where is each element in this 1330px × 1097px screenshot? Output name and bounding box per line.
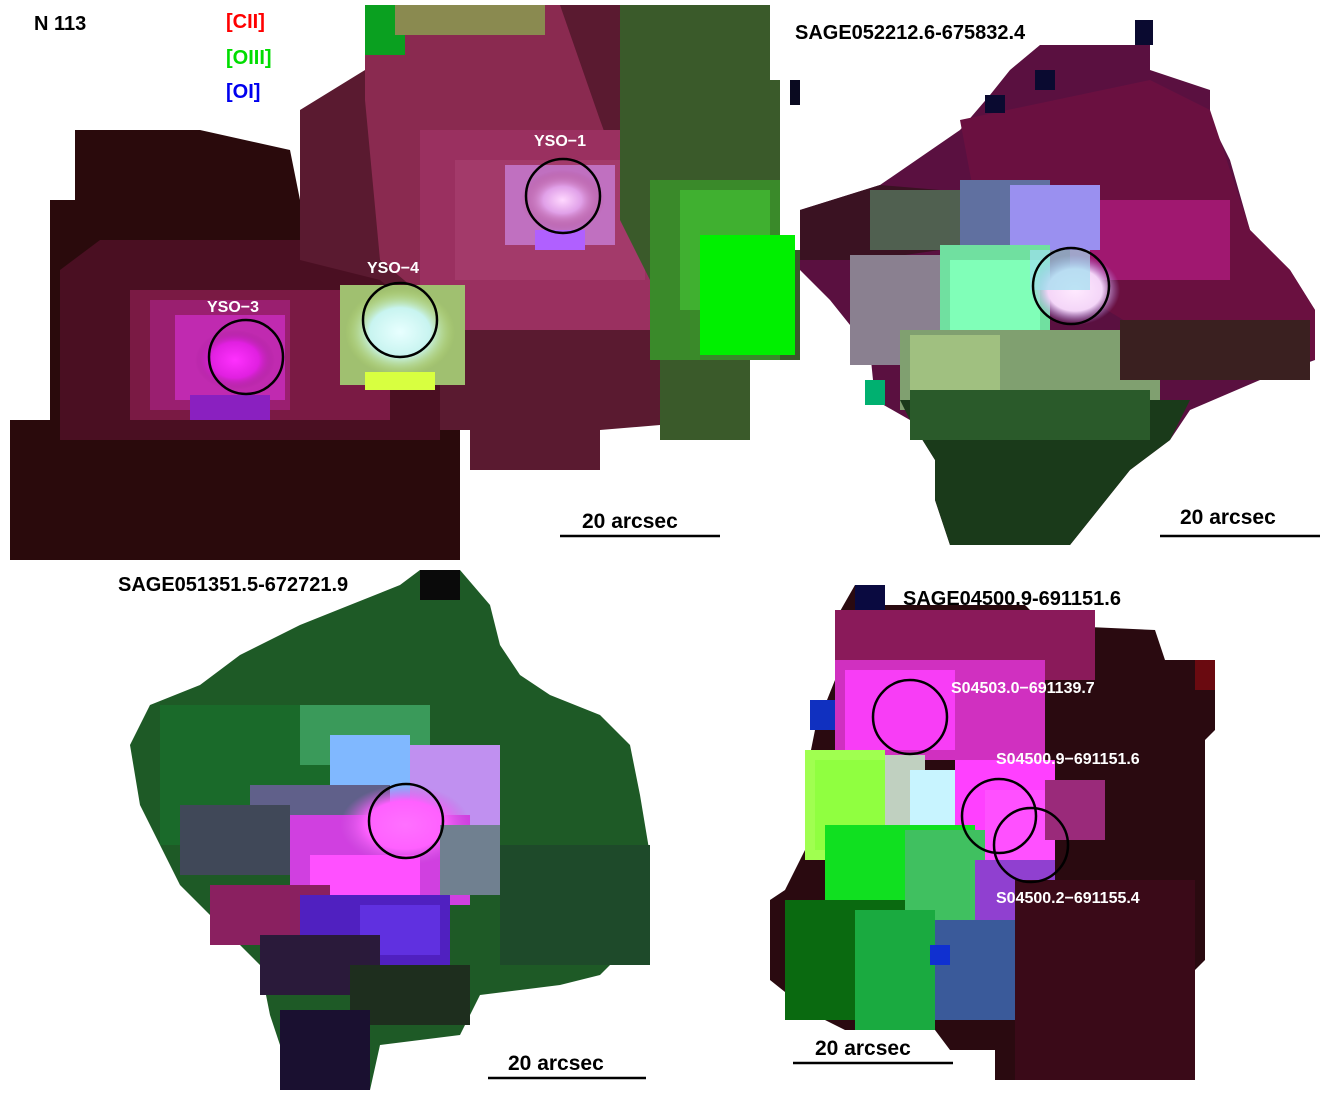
legend-entry: [CII] (226, 11, 265, 33)
aperture-circle (361, 281, 439, 359)
source-label: S04503.0−691139.7 (951, 680, 1095, 697)
panel-label: SAGE04500.9-691151.6 (903, 588, 1121, 610)
scale-bar-label: 20 arcsec (1180, 506, 1276, 529)
source-label: YSO−4 (367, 260, 419, 277)
aperture-circle (871, 678, 949, 756)
panel-label: N 113 (34, 13, 86, 35)
legend-entry: [OIII] (226, 47, 272, 69)
scale-bar-label: 20 arcsec (582, 510, 678, 533)
aperture-circle (960, 777, 1038, 855)
aperture-circle (992, 806, 1070, 884)
source-label: YSO−3 (207, 299, 259, 316)
aperture-circle (524, 157, 602, 235)
scale-bar-label: 20 arcsec (815, 1037, 911, 1060)
panel-sage052212: SAGE052212.6-675832.4 20 arcsec (795, 20, 1320, 545)
panel-label: SAGE052212.6-675832.4 (795, 22, 1026, 44)
source-label: S04500.2−691155.4 (996, 890, 1140, 907)
legend-entry: [OI] (226, 81, 260, 103)
panel-label: SAGE051351.5-672721.9 (118, 574, 348, 596)
panel-sage051351: SAGE051351.5-672721.9 20 arcsec (118, 570, 650, 1090)
source-label: YSO−1 (534, 133, 586, 150)
source-label: S04500.9−691151.6 (996, 751, 1140, 768)
aperture-circle (367, 782, 445, 860)
panel-n113: YSO−1 YSO−4 YSO−3 N 113 [CII] [OIII] [OI… (10, 5, 800, 560)
aperture-circle (1031, 246, 1111, 326)
scale-bar-label: 20 arcsec (508, 1052, 604, 1075)
aperture-circle (207, 318, 285, 396)
panel-sage04500: S04503.0−691139.7 S04500.9−691151.6 S045… (770, 585, 1215, 1080)
